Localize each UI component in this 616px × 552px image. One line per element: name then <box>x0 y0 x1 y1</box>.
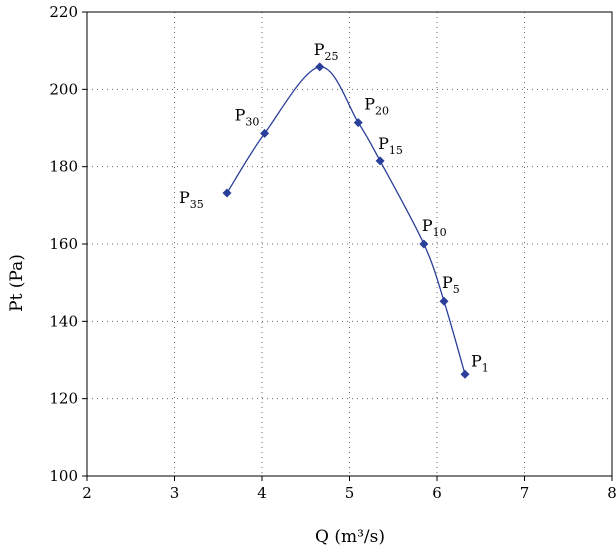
ticks: 2 3 4 5 6 7 8 100 120 140 160 180 200 220 <box>49 3 616 502</box>
data-point-marker <box>375 156 385 166</box>
x-tick-label: 2 <box>82 484 92 502</box>
x-tick-label: 5 <box>345 484 355 502</box>
data-point-marker <box>222 188 232 198</box>
y-tick-label: 140 <box>49 312 78 330</box>
grid <box>87 12 612 476</box>
series <box>222 62 470 379</box>
point-label: P35 <box>179 188 204 211</box>
data-point-marker <box>353 118 363 128</box>
y-axis-title-text: Pt (Pa) <box>7 254 27 312</box>
y-tick-label: 100 <box>49 467 78 485</box>
series-line <box>226 66 466 375</box>
point-label: P20 <box>364 95 389 118</box>
point-label: P30 <box>235 105 260 128</box>
point-label: P1 <box>471 351 489 374</box>
y-tick-label: 160 <box>49 235 78 253</box>
y-tick-label: 220 <box>49 3 78 21</box>
point-label: P5 <box>442 273 460 296</box>
x-axis-title: Q (m³/s) <box>315 527 385 547</box>
data-point-marker <box>419 239 429 249</box>
x-tick-label: 7 <box>520 484 530 502</box>
y-axis-title: Pt (Pa) <box>7 254 27 312</box>
y-tick-label: 180 <box>49 158 78 176</box>
point-label: P25 <box>314 40 339 63</box>
point-label: P15 <box>378 134 403 157</box>
y-tick-label: 200 <box>49 80 78 98</box>
data-point-marker <box>315 62 325 72</box>
x-tick-label: 4 <box>257 484 267 502</box>
x-tick-label: 8 <box>607 484 616 502</box>
point-labels: P35 P30 P25 P20 P15 P10 P5 P1 <box>179 40 489 374</box>
y-tick-label: 120 <box>49 390 78 408</box>
point-label: P10 <box>422 216 447 239</box>
x-axis-title-text: Q (m³/s) <box>315 527 385 547</box>
data-point-marker <box>260 128 270 138</box>
x-tick-label: 3 <box>170 484 180 502</box>
x-tick-label: 6 <box>432 484 442 502</box>
data-point-marker <box>439 296 449 306</box>
plot-frame <box>86 11 613 477</box>
data-point-marker <box>460 369 470 379</box>
